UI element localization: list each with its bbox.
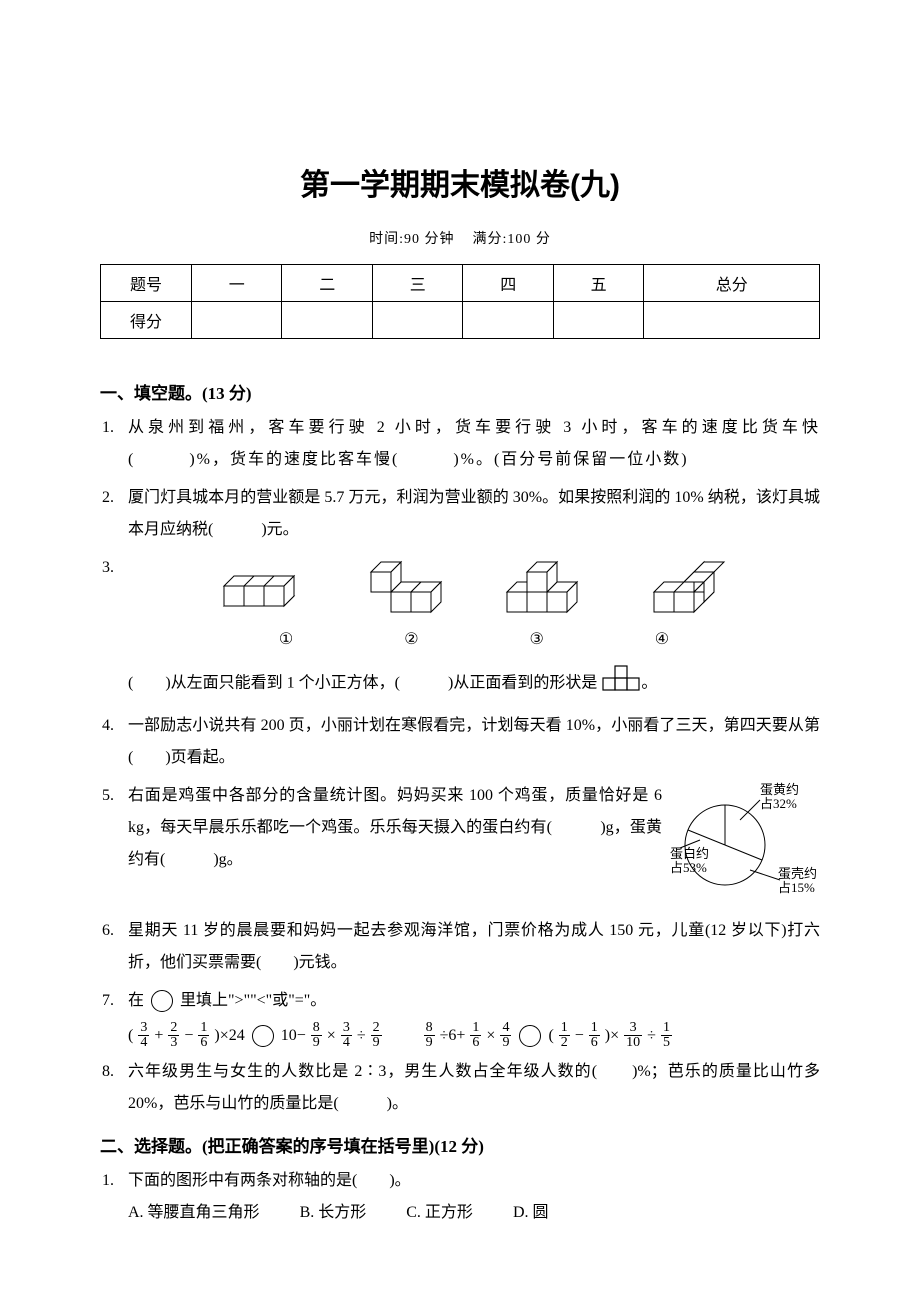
q7: 在 里填上">""<"或"="。 (34+23−16)×2410−89×34÷2… xyxy=(128,985,820,1050)
svg-text:占32%: 占32% xyxy=(760,796,797,811)
s2-q1-stem: 下面的图形中有两条对称轴的是( )。 xyxy=(128,1172,411,1189)
q2-text: 厦门灯具城本月的营业额是 5.7 万元，利润为营业额的 30%。如果按照利润的 … xyxy=(128,489,820,538)
cube-label-3: ③ xyxy=(529,624,543,656)
s2-q1: 下面的图形中有两条对称轴的是( )。 A. 等腰直角三角形 B. 长方形 C. … xyxy=(128,1165,820,1229)
full-value: 100 分 xyxy=(507,232,551,247)
svg-text:蛋壳约: 蛋壳约 xyxy=(778,866,817,881)
full-label: 满分: xyxy=(473,232,508,247)
front-view-shape xyxy=(601,664,641,704)
q6: 星期天 11 岁的晨晨要和妈妈一起去参观海洋馆，门票价格为成人 150 元，儿童… xyxy=(128,915,820,979)
col-3: 三 xyxy=(372,265,462,302)
exam-meta: 时间:90 分钟 满分:100 分 xyxy=(100,228,820,248)
q6-text: 星期天 11 岁的晨晨要和妈妈一起去参观海洋馆，门票价格为成人 150 元，儿童… xyxy=(128,922,820,971)
score-table: 题号 一 二 三 四 五 总分 得分 xyxy=(100,264,820,339)
section-1-title: 一、填空题。(13 分) xyxy=(100,379,820,404)
circle-blank-icon xyxy=(519,1025,541,1047)
opt-a: A. 等腰直角三角形 xyxy=(128,1197,260,1229)
cube-labels: ① ② ③ ④ xyxy=(168,624,780,656)
page-title: 第一学期期末模拟卷(九) xyxy=(100,160,820,204)
cube-label-2: ② xyxy=(404,624,418,656)
time-label: 时间: xyxy=(369,232,404,247)
row-header: 得分 xyxy=(101,302,192,339)
col-1: 一 xyxy=(192,265,282,302)
score-cell[interactable] xyxy=(553,302,643,339)
circle-blank-icon xyxy=(252,1025,274,1047)
cube-fig-2 xyxy=(361,552,451,618)
cube-fig-3 xyxy=(497,558,597,618)
q7-equations: (34+23−16)×2410−89×34÷29 89÷6+16×49(12−1… xyxy=(128,1021,820,1050)
s2-q1-options: A. 等腰直角三角形 B. 长方形 C. 正方形 D. 圆 xyxy=(128,1197,820,1229)
score-cell[interactable] xyxy=(282,302,372,339)
eq1: (34+23−16)×2410−89×34÷29 xyxy=(128,1021,383,1050)
svg-text:蛋白约: 蛋白约 xyxy=(670,846,709,861)
q3-text: ( )从左面只能看到 1 个小正方体，( )从正面看到的形状是 xyxy=(128,675,597,692)
score-cell[interactable] xyxy=(372,302,462,339)
pie-chart: 蛋黄约 占32% 蛋白约 占53% 蛋壳约 占15% xyxy=(670,780,820,909)
cube-label-1: ① xyxy=(279,624,293,656)
q7-intro: 在 xyxy=(128,992,144,1009)
cube-figures xyxy=(168,552,780,618)
svg-text:蛋黄约: 蛋黄约 xyxy=(760,782,799,797)
q5-text: 右面是鸡蛋中各部分的含量统计图。妈妈买来 100 个鸡蛋，质量恰好是 6 kg，… xyxy=(128,787,662,868)
section-1-questions: 从泉州到福州，客车要行驶 2 小时，货车要行驶 3 小时，客车的速度比货车快( … xyxy=(100,412,820,1120)
q2: 厦门灯具城本月的营业额是 5.7 万元，利润为营业额的 30%。如果按照利润的 … xyxy=(128,482,820,546)
score-cell[interactable] xyxy=(192,302,282,339)
q8-text: 六年级男生与女生的人数比是 2∶3，男生人数占全年级人数的( )%；芭乐的质量比… xyxy=(128,1063,820,1112)
row-header: 题号 xyxy=(101,265,192,302)
q4: 一部励志小说共有 200 页，小丽计划在寒假看完，计划每天看 10%，小丽看了三… xyxy=(128,710,820,774)
svg-text:占53%: 占53% xyxy=(670,860,707,875)
q4-text: 一部励志小说共有 200 页，小丽计划在寒假看完，计划每天看 10%，小丽看了三… xyxy=(128,717,820,766)
opt-d: D. 圆 xyxy=(513,1197,549,1229)
q3-tail: 。 xyxy=(641,675,657,692)
cube-label-4: ④ xyxy=(655,624,669,656)
score-cell[interactable] xyxy=(644,302,820,339)
q3: ① ② ③ ④ ( )从左面只能看到 1 个小正方体，( )从正面看到的形状是 … xyxy=(128,552,820,704)
opt-b: B. 长方形 xyxy=(300,1197,367,1229)
q1: 从泉州到福州，客车要行驶 2 小时，货车要行驶 3 小时，客车的速度比货车快( … xyxy=(128,412,820,476)
cube-fig-1 xyxy=(214,562,314,618)
cube-fig-4 xyxy=(644,552,734,618)
col-2: 二 xyxy=(282,265,372,302)
q1-text: 从泉州到福州，客车要行驶 2 小时，货车要行驶 3 小时，客车的速度比货车快( … xyxy=(128,419,820,468)
section-2-title: 二、选择题。(把正确答案的序号填在括号里)(12 分) xyxy=(100,1132,820,1157)
section-2-questions: 下面的图形中有两条对称轴的是( )。 A. 等腰直角三角形 B. 长方形 C. … xyxy=(100,1165,820,1229)
q8: 六年级男生与女生的人数比是 2∶3，男生人数占全年级人数的( )%；芭乐的质量比… xyxy=(128,1056,820,1120)
col-5: 五 xyxy=(553,265,643,302)
col-total: 总分 xyxy=(644,265,820,302)
svg-text:占15%: 占15% xyxy=(778,880,815,895)
q5: 蛋黄约 占32% 蛋白约 占53% 蛋壳约 占15% 右面是鸡蛋中各部分的含量统… xyxy=(128,780,820,909)
q7-mid: 里填上">""<"或"="。 xyxy=(180,992,326,1009)
eq2: 89÷6+16×49(12−16)×310÷15 xyxy=(423,1021,673,1050)
col-4: 四 xyxy=(463,265,553,302)
time-value: 90 分钟 xyxy=(404,232,455,247)
opt-c: C. 正方形 xyxy=(406,1197,473,1229)
circle-blank-icon xyxy=(151,990,173,1012)
score-cell[interactable] xyxy=(463,302,553,339)
